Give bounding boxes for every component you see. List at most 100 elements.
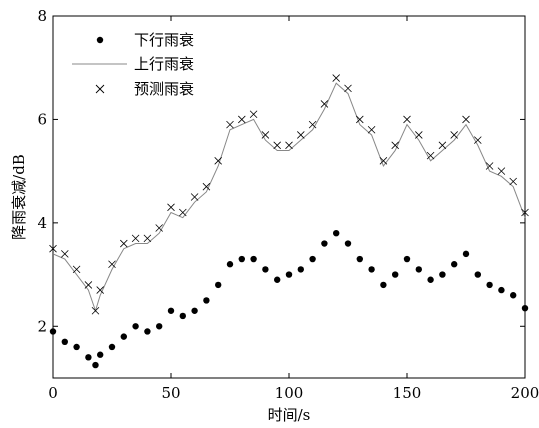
- predicted-point: [61, 250, 69, 258]
- predicted-point: [214, 157, 222, 165]
- predicted-point: [426, 151, 435, 160]
- x-tick-label: 150: [393, 384, 422, 402]
- predicted-point: [202, 182, 211, 191]
- downlink-point: [73, 343, 80, 351]
- x-tick-label: 50: [161, 384, 180, 402]
- predicted-point: [273, 141, 281, 150]
- downlink-point: [321, 240, 328, 247]
- predicted-point: [367, 125, 376, 134]
- downlink-point: [108, 343, 116, 351]
- y-tick-label: 2: [37, 317, 47, 335]
- downlink-point: [238, 255, 245, 263]
- downlink-point: [356, 255, 363, 263]
- predicted-point: [96, 286, 104, 294]
- predicted-point: [238, 115, 246, 124]
- series-2: [49, 74, 529, 315]
- downlink-point: [167, 307, 175, 314]
- downlink-point: [250, 255, 257, 263]
- predicted-point: [403, 115, 411, 124]
- x-axis-label: 时间/s: [268, 406, 311, 424]
- downlink-point: [462, 250, 470, 258]
- downlink-point: [427, 276, 434, 283]
- predicted-point: [167, 203, 175, 212]
- predicted-point: [356, 115, 364, 124]
- legend-label-predicted: 预测雨衰: [134, 80, 194, 98]
- x-tick-label: 200: [511, 384, 539, 402]
- x-tick-label: 0: [48, 384, 58, 402]
- y-axis-label: 降雨衰减/dB: [10, 154, 28, 240]
- downlink-point: [61, 338, 68, 345]
- predicted-point: [285, 141, 293, 150]
- y-tick-label: 4: [37, 214, 47, 232]
- predicted-point: [474, 136, 482, 144]
- downlink-point: [49, 328, 57, 335]
- y-tick-label: 6: [37, 110, 47, 128]
- predicted-point: [91, 306, 100, 315]
- downlink-point: [144, 328, 151, 335]
- legend-label-uplink: 上行雨衰: [134, 55, 194, 73]
- predicted-point: [450, 131, 458, 139]
- predicted-point: [308, 120, 317, 129]
- x-tick-label: 100: [275, 384, 304, 402]
- predicted-point: [521, 208, 529, 217]
- predicted-point: [344, 84, 352, 93]
- downlink-point: [92, 361, 99, 369]
- downlink-point: [156, 323, 163, 330]
- predicted-point: [438, 141, 447, 150]
- predicted-point: [143, 234, 152, 243]
- downlink-point: [132, 323, 139, 330]
- legend-label-downlink: 下行雨衰: [134, 31, 194, 49]
- downlink-point: [439, 271, 446, 278]
- downlink-point: [498, 286, 505, 294]
- predicted-point: [226, 120, 234, 129]
- downlink-point: [521, 304, 529, 312]
- legend-marker-predicted: [95, 84, 105, 94]
- y-tick-label: 8: [37, 7, 47, 25]
- downlink-point: [451, 261, 458, 268]
- downlink-point: [274, 276, 281, 283]
- predicted-point: [108, 260, 116, 269]
- downlink-point: [262, 266, 269, 273]
- downlink-point: [85, 354, 92, 361]
- predicted-point: [415, 131, 423, 139]
- predicted-point: [249, 110, 258, 119]
- predicted-point: [72, 265, 81, 274]
- downlink-point: [510, 292, 517, 299]
- predicted-point: [190, 193, 199, 201]
- predicted-point: [179, 208, 187, 217]
- series-layer: [49, 74, 529, 369]
- series-1: [52, 82, 526, 313]
- predicted-point: [131, 234, 140, 243]
- predicted-point: [84, 281, 93, 289]
- downlink-point: [309, 255, 316, 263]
- predicted-point: [49, 244, 57, 253]
- downlink-point: [333, 230, 340, 237]
- predicted-point: [509, 177, 517, 186]
- predicted-point: [485, 162, 494, 170]
- downlink-point: [297, 266, 304, 273]
- downlink-point: [403, 255, 411, 263]
- downlink-point: [368, 266, 375, 273]
- downlink-point: [179, 312, 186, 320]
- series-0: [49, 230, 529, 369]
- downlink-point: [120, 333, 128, 340]
- predicted-point: [155, 224, 163, 232]
- downlink-point: [486, 281, 493, 289]
- predicted-point: [297, 131, 305, 139]
- downlink-point: [203, 297, 210, 304]
- predicted-point: [379, 157, 388, 165]
- predicted-point: [497, 167, 506, 175]
- downlink-point: [191, 307, 198, 314]
- downlink-point: [215, 281, 222, 289]
- uplink-line: [52, 82, 526, 313]
- predicted-point: [391, 141, 399, 150]
- predicted-point: [332, 74, 340, 82]
- predicted-point: [462, 115, 470, 124]
- downlink-point: [97, 351, 104, 358]
- legend-marker-downlink: [96, 36, 104, 44]
- axis-ticks: 0 50 100 150 200 2 4 6 8: [37, 7, 539, 402]
- downlink-point: [415, 266, 422, 273]
- downlink-point: [226, 261, 234, 268]
- downlink-point: [285, 271, 293, 278]
